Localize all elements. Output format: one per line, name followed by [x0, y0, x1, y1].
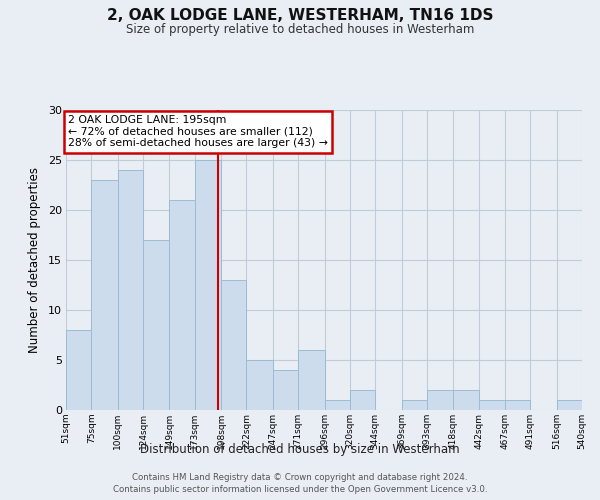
Bar — [557, 400, 582, 410]
Bar — [273, 370, 298, 410]
Y-axis label: Number of detached properties: Number of detached properties — [28, 167, 41, 353]
Text: 2 OAK LODGE LANE: 195sqm
← 72% of detached houses are smaller (112)
28% of semi-: 2 OAK LODGE LANE: 195sqm ← 72% of detach… — [68, 115, 328, 148]
Bar — [143, 240, 169, 410]
Bar — [66, 330, 91, 410]
Bar — [91, 180, 118, 410]
Text: Size of property relative to detached houses in Westerham: Size of property relative to detached ho… — [126, 22, 474, 36]
Text: Contains public sector information licensed under the Open Government Licence v3: Contains public sector information licen… — [113, 485, 487, 494]
Bar — [195, 160, 221, 410]
Bar — [505, 400, 530, 410]
Bar — [350, 390, 375, 410]
Text: Contains HM Land Registry data © Crown copyright and database right 2024.: Contains HM Land Registry data © Crown c… — [132, 472, 468, 482]
Bar — [325, 400, 350, 410]
Bar — [118, 170, 143, 410]
Bar — [247, 360, 273, 410]
Bar — [453, 390, 479, 410]
Bar — [427, 390, 453, 410]
Bar — [401, 400, 427, 410]
Text: Distribution of detached houses by size in Westerham: Distribution of detached houses by size … — [140, 442, 460, 456]
Bar — [298, 350, 325, 410]
Bar — [169, 200, 195, 410]
Bar — [221, 280, 247, 410]
Bar — [479, 400, 505, 410]
Text: 2, OAK LODGE LANE, WESTERHAM, TN16 1DS: 2, OAK LODGE LANE, WESTERHAM, TN16 1DS — [107, 8, 493, 22]
